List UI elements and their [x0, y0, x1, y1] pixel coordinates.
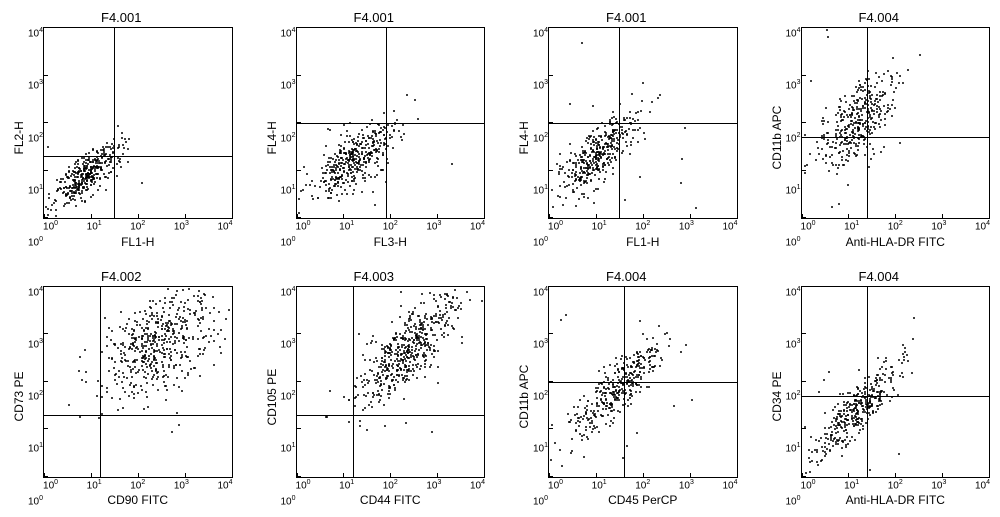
quadrant-line-horizontal: [549, 382, 736, 383]
y-ticks: 104103102101100: [533, 27, 548, 249]
x-axis-label: Anti-HLA-DR FITC: [801, 235, 990, 249]
scatter-panel: F4.004 CD11b APC1041031021011001001011021…: [768, 10, 991, 249]
plot-title: F4.003: [354, 269, 394, 284]
scatter-panel: F4.001 FL4-H10410310210110010010110210310…: [515, 10, 738, 249]
x-axis-label: FL1-H: [43, 235, 232, 249]
x-ticks: 100101102103104: [548, 479, 737, 491]
scatter-panel: F4.002 CD73 PE104103102101100100101102103…: [10, 269, 233, 508]
x-axis-label: FL3-H: [296, 235, 485, 249]
scatter-panel: F4.001 FL4-H10410310210110010010110210310…: [263, 10, 486, 249]
quadrant-line-vertical: [100, 287, 101, 477]
quadrant-line-vertical: [867, 287, 868, 477]
plot-title: F4.004: [606, 269, 646, 284]
scatter-plot-area: [43, 286, 232, 478]
x-axis-label: CD45 PerCP: [548, 493, 737, 507]
scatter-panel: F4.003 CD105 PE10410310210110010010110210…: [263, 269, 486, 508]
quadrant-line-horizontal: [44, 156, 231, 157]
x-ticks: 100101102103104: [801, 479, 990, 491]
x-ticks: 100101102103104: [548, 220, 737, 232]
y-axis-label: CD11b APC: [515, 286, 533, 508]
quadrant-line-horizontal: [802, 396, 989, 397]
quadrant-line-vertical: [114, 28, 115, 218]
plot-title: F4.001: [101, 10, 141, 25]
scatter-plot-area: [548, 27, 737, 219]
x-axis-label: CD90 FITC: [43, 493, 232, 507]
quadrant-line-horizontal: [549, 123, 736, 124]
x-ticks: 100101102103104: [801, 220, 990, 232]
scatter-panel: F4.004 CD34 PE104103102101100100101102103…: [768, 269, 991, 508]
x-ticks: 100101102103104: [296, 220, 485, 232]
y-axis-label: CD73 PE: [10, 286, 28, 508]
scatter-plot-area: [296, 286, 485, 478]
plot-title: F4.001: [354, 10, 394, 25]
y-ticks: 104103102101100: [28, 27, 43, 249]
x-ticks: 100101102103104: [296, 479, 485, 491]
x-ticks: 100101102103104: [43, 220, 232, 232]
plot-title: F4.001: [606, 10, 646, 25]
y-ticks: 104103102101100: [281, 286, 296, 508]
plot-title: F4.002: [101, 269, 141, 284]
y-axis-label: CD11b APC: [768, 27, 786, 249]
quadrant-line-vertical: [353, 287, 354, 477]
y-ticks: 104103102101100: [28, 286, 43, 508]
x-ticks: 100101102103104: [43, 479, 232, 491]
x-axis-label: CD44 FITC: [296, 493, 485, 507]
quadrant-line-horizontal: [802, 137, 989, 138]
scatter-plot-area: [296, 27, 485, 219]
y-ticks: 104103102101100: [786, 27, 801, 249]
scatter-panel: F4.004 CD11b APC1041031021011001001011021…: [515, 269, 738, 508]
y-axis-label: CD34 PE: [768, 286, 786, 508]
y-ticks: 104103102101100: [533, 286, 548, 508]
y-axis-label: FL4-H: [263, 27, 281, 249]
x-axis-label: Anti-HLA-DR FITC: [801, 493, 990, 507]
quadrant-line-horizontal: [297, 123, 484, 124]
plot-title: F4.004: [859, 269, 899, 284]
quadrant-line-horizontal: [44, 415, 231, 416]
scatter-panel: F4.001 FL2-H10410310210110010010110210310…: [10, 10, 233, 249]
quadrant-line-vertical: [867, 28, 868, 218]
y-axis-label: CD105 PE: [263, 286, 281, 508]
x-axis-label: FL1-H: [548, 235, 737, 249]
scatter-plot-area: [43, 27, 232, 219]
scatter-plot-area: [801, 27, 990, 219]
y-axis-label: FL2-H: [10, 27, 28, 249]
y-axis-label: FL4-H: [515, 27, 533, 249]
scatter-plot-area: [548, 286, 737, 478]
plot-title: F4.004: [859, 10, 899, 25]
y-ticks: 104103102101100: [281, 27, 296, 249]
scatter-plot-area: [801, 286, 990, 478]
y-ticks: 104103102101100: [786, 286, 801, 508]
